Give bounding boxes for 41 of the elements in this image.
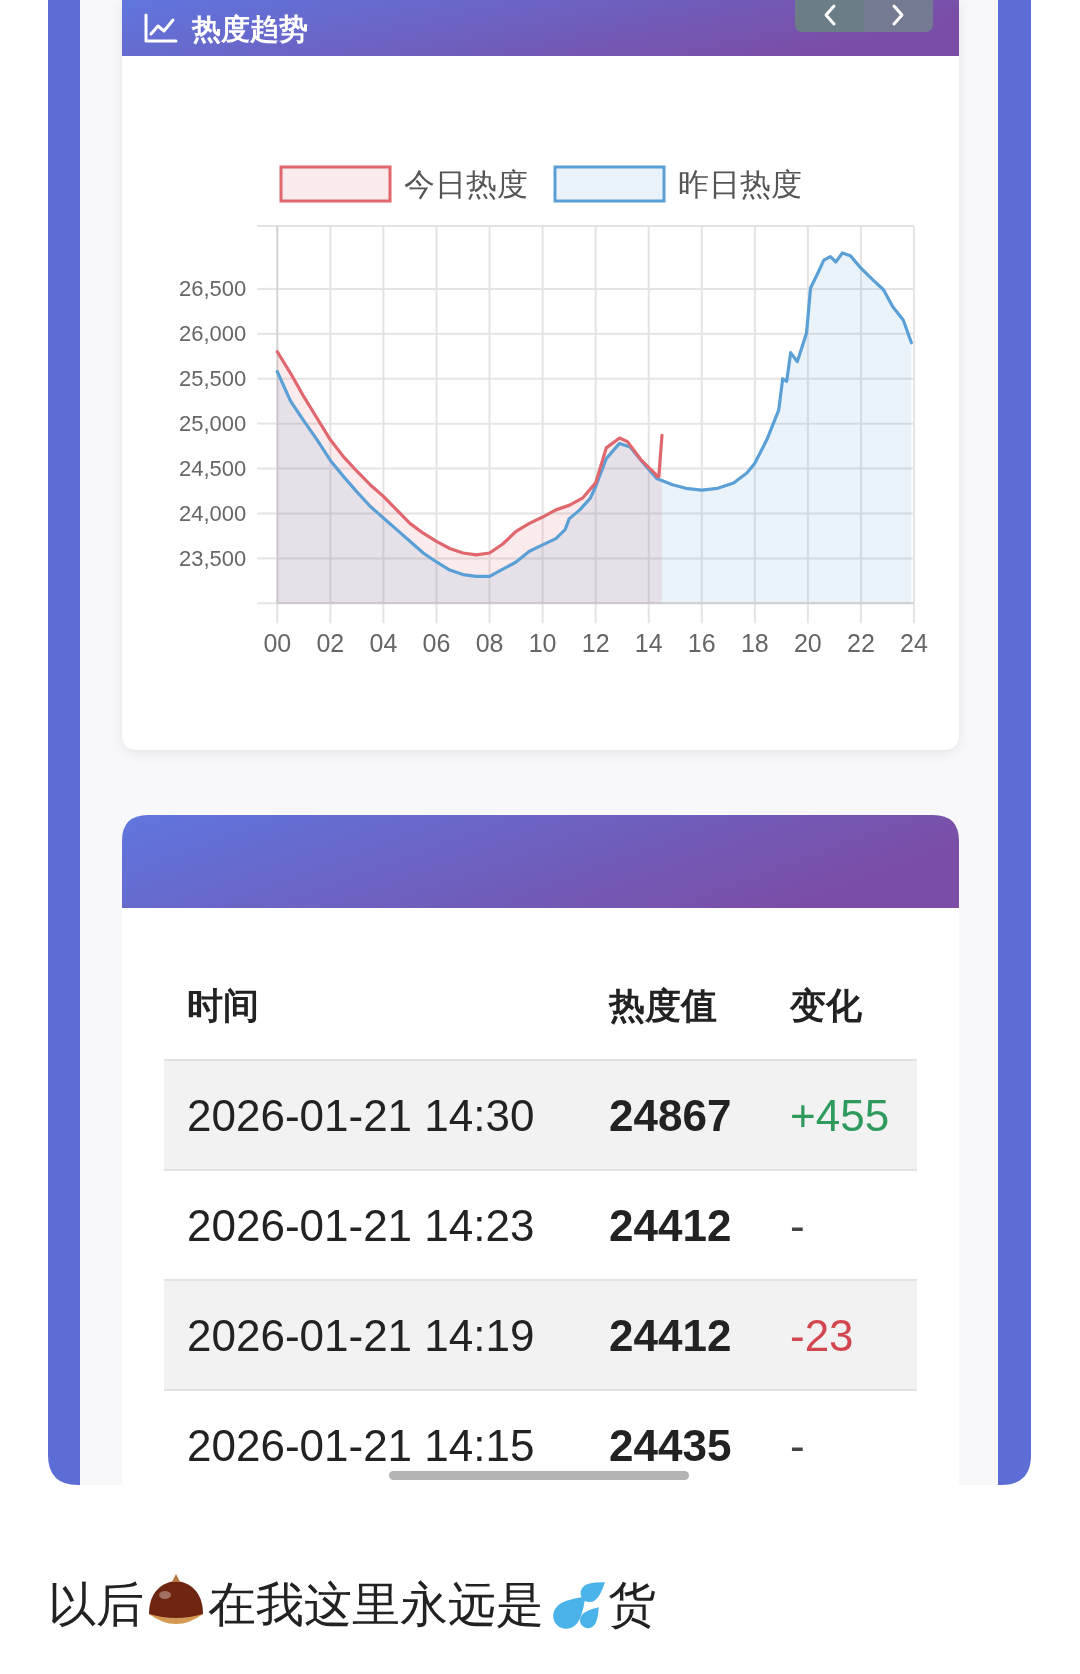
table-cell: +455 xyxy=(790,1090,890,1140)
legend-label: 今日热度 xyxy=(403,166,528,202)
table-cell: 2026-01-21 14:23 xyxy=(187,1200,535,1250)
table-cell: 2026-01-21 14:19 xyxy=(187,1310,535,1360)
table-header: 热度值 xyxy=(609,984,717,1026)
x-tick-label: 22 xyxy=(847,629,875,658)
y-tick-label: 25,500 xyxy=(179,366,247,392)
table-cell: - xyxy=(790,1420,805,1470)
table-cell: 2026-01-21 14:15 xyxy=(187,1420,535,1470)
x-tick-label: 02 xyxy=(316,629,345,658)
table-cell: 24412 xyxy=(609,1310,732,1360)
y-tick-label: 26,000 xyxy=(179,321,247,347)
x-tick-label: 18 xyxy=(740,629,769,658)
caption: 以后 xyxy=(48,1577,144,1631)
x-tick-label: 08 xyxy=(475,629,504,658)
x-tick-label: 10 xyxy=(528,629,557,658)
x-tick-label: 14 xyxy=(634,629,663,658)
table-header: 时间 xyxy=(187,984,259,1026)
y-tick-label: 24,000 xyxy=(179,500,247,526)
y-tick-label: 24,500 xyxy=(179,456,247,482)
x-tick-label: 04 xyxy=(369,629,398,658)
x-tick-label: 00 xyxy=(263,629,292,658)
caption: 在我这里永远是 xyxy=(208,1577,544,1631)
y-tick-label: 23,500 xyxy=(179,545,247,571)
table-cell: -23 xyxy=(790,1310,854,1360)
y-tick-label: 26,500 xyxy=(179,276,247,302)
table-cell: 24867 xyxy=(609,1090,732,1140)
legend-label: 昨日热度 xyxy=(677,166,802,202)
x-tick-label: 20 xyxy=(794,629,822,658)
caption: 货 xyxy=(608,1577,656,1631)
x-tick-label: 06 xyxy=(422,629,451,658)
x-tick-label: 12 xyxy=(581,629,610,658)
table-cell: - xyxy=(790,1200,805,1250)
x-tick-label: 16 xyxy=(687,629,716,658)
table-header: 变化 xyxy=(790,984,862,1026)
y-tick-label: 25,000 xyxy=(179,411,247,437)
table-cell: 2026-01-21 14:30 xyxy=(187,1090,535,1140)
table-cell: 24435 xyxy=(609,1420,732,1470)
x-tick-label: 24 xyxy=(900,629,928,658)
title: 热度趋势 xyxy=(192,13,308,45)
table-cell: 24412 xyxy=(609,1200,732,1250)
